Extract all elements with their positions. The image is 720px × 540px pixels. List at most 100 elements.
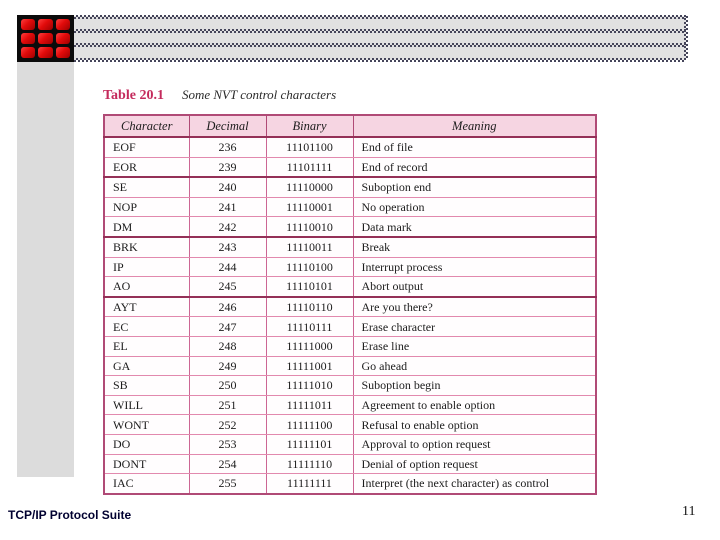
cell-character: DO [103,433,190,455]
cell-decimal: 239 [188,156,267,179]
cell-character: IAC [103,473,190,495]
cell-character: DM [103,216,190,238]
table-row: BRK 243 11110011 Break [103,236,597,258]
cell-binary: 11111110 [265,453,354,475]
cell-meaning: Erase character [352,316,597,337]
logo-tile [55,47,70,58]
cell-binary: 11101111 [265,156,354,179]
table-row: EC 247 11110111 Erase character [103,316,597,337]
cell-decimal: 244 [188,256,267,278]
table-row: WONT 252 11111100 Refusal to enable opti… [103,414,597,435]
table-body: EOF 236 11101100 End of file EOR 239 111… [103,136,597,495]
logo-tile [21,19,36,30]
cell-binary: 11110001 [265,196,354,218]
cell-character: EOF [103,136,190,158]
dotted-line-vertical [684,16,688,60]
table-caption-label: Table 20.1 [103,88,164,103]
cell-meaning: Go ahead [352,355,597,377]
red-grid-logo [17,15,74,62]
table-row: GA 249 11111001 Go ahead [103,355,597,377]
cell-meaning: Abort output [352,276,597,298]
cell-character: NOP [103,196,190,218]
dotted-line [74,15,686,19]
logo-tile [21,47,36,58]
cell-binary: 11110011 [265,236,354,258]
cell-decimal: 245 [188,276,267,298]
cell-binary: 11111010 [265,375,354,396]
cell-binary: 11110101 [265,276,354,298]
cell-meaning: End of record [352,156,597,179]
table-row: DO 253 11111101 Approval to option reque… [103,433,597,455]
cell-decimal: 248 [188,335,267,357]
cell-binary: 11111000 [265,335,354,357]
cell-character: WONT [103,414,190,435]
cell-meaning: Approval to option request [352,433,597,455]
cell-binary: 11101100 [265,136,354,158]
cell-meaning: Are you there? [352,296,597,318]
column-header-binary: Binary [265,115,354,138]
table-caption-subtitle: Some NVT control characters [181,87,337,102]
dotted-line [74,43,686,47]
cell-character: EC [103,316,190,337]
cell-decimal: 251 [188,394,267,416]
table-caption: Table 20.1 Some NVT control characters [103,86,336,104]
dotted-line [74,29,686,33]
cell-binary: 11110100 [265,256,354,278]
table-row: EOF 236 11101100 End of file [103,136,597,158]
column-header-meaning: Meaning [352,115,597,138]
cell-binary: 11110000 [265,176,354,198]
cell-binary: 11111111 [265,473,354,495]
cell-binary: 11111101 [265,433,354,455]
cell-binary: 11110010 [265,216,354,238]
cell-meaning: Erase line [352,335,597,357]
logo-tile [38,33,53,44]
table-row: AO 245 11110101 Abort output [103,276,597,298]
logo-tile [55,33,70,44]
table-row: NOP 241 11110001 No operation [103,196,597,218]
cell-decimal: 247 [188,316,267,337]
cell-meaning: Refusal to enable option [352,414,597,435]
logo-tile [38,19,53,30]
cell-character: EL [103,335,190,357]
table-header-row: Character Decimal Binary Meaning [103,115,597,138]
cell-binary: 11110111 [265,316,354,337]
cell-meaning: Interpret (the next character) as contro… [352,473,597,495]
footer-title: TCP/IP Protocol Suite [8,508,132,522]
cell-character: BRK [103,236,190,258]
cell-character: AYT [103,296,190,318]
cell-decimal: 240 [188,176,267,198]
cell-decimal: 242 [188,216,267,238]
cell-character: DONT [103,453,190,475]
table-row: EOR 239 11101111 End of record [103,156,597,179]
cell-decimal: 243 [188,236,267,258]
cell-binary: 11111100 [265,414,354,435]
table-row: EL 248 11111000 Erase line [103,335,597,357]
cell-decimal: 254 [188,453,267,475]
cell-decimal: 246 [188,296,267,318]
cell-meaning: Data mark [352,216,597,238]
cell-binary: 11111011 [265,394,354,416]
left-gray-strip [17,62,74,477]
cell-character: WILL [103,394,190,416]
cell-character: EOR [103,156,190,179]
cell-decimal: 236 [188,136,267,158]
cell-meaning: End of file [352,136,597,158]
table-row: SE 240 11110000 Suboption end [103,176,597,198]
cell-decimal: 249 [188,355,267,377]
table-row: DM 242 11110010 Data mark [103,216,597,238]
cell-character: SB [103,375,190,396]
logo-tile [38,47,53,58]
logo-tile [55,19,70,30]
logo-tile [21,33,36,44]
cell-meaning: No operation [352,196,597,218]
cell-binary: 11111001 [265,355,354,377]
table-row: SB 250 11111010 Suboption begin [103,375,597,396]
table-row: IAC 255 11111111 Interpret (the next cha… [103,473,597,495]
cell-meaning: Agreement to enable option [352,394,597,416]
cell-decimal: 255 [188,473,267,495]
table-row: DONT 254 11111110 Denial of option reque… [103,453,597,475]
cell-character: IP [103,256,190,278]
column-header-character: Character [103,115,190,138]
cell-meaning: Suboption begin [352,375,597,396]
table-row: AYT 246 11110110 Are you there? [103,296,597,318]
